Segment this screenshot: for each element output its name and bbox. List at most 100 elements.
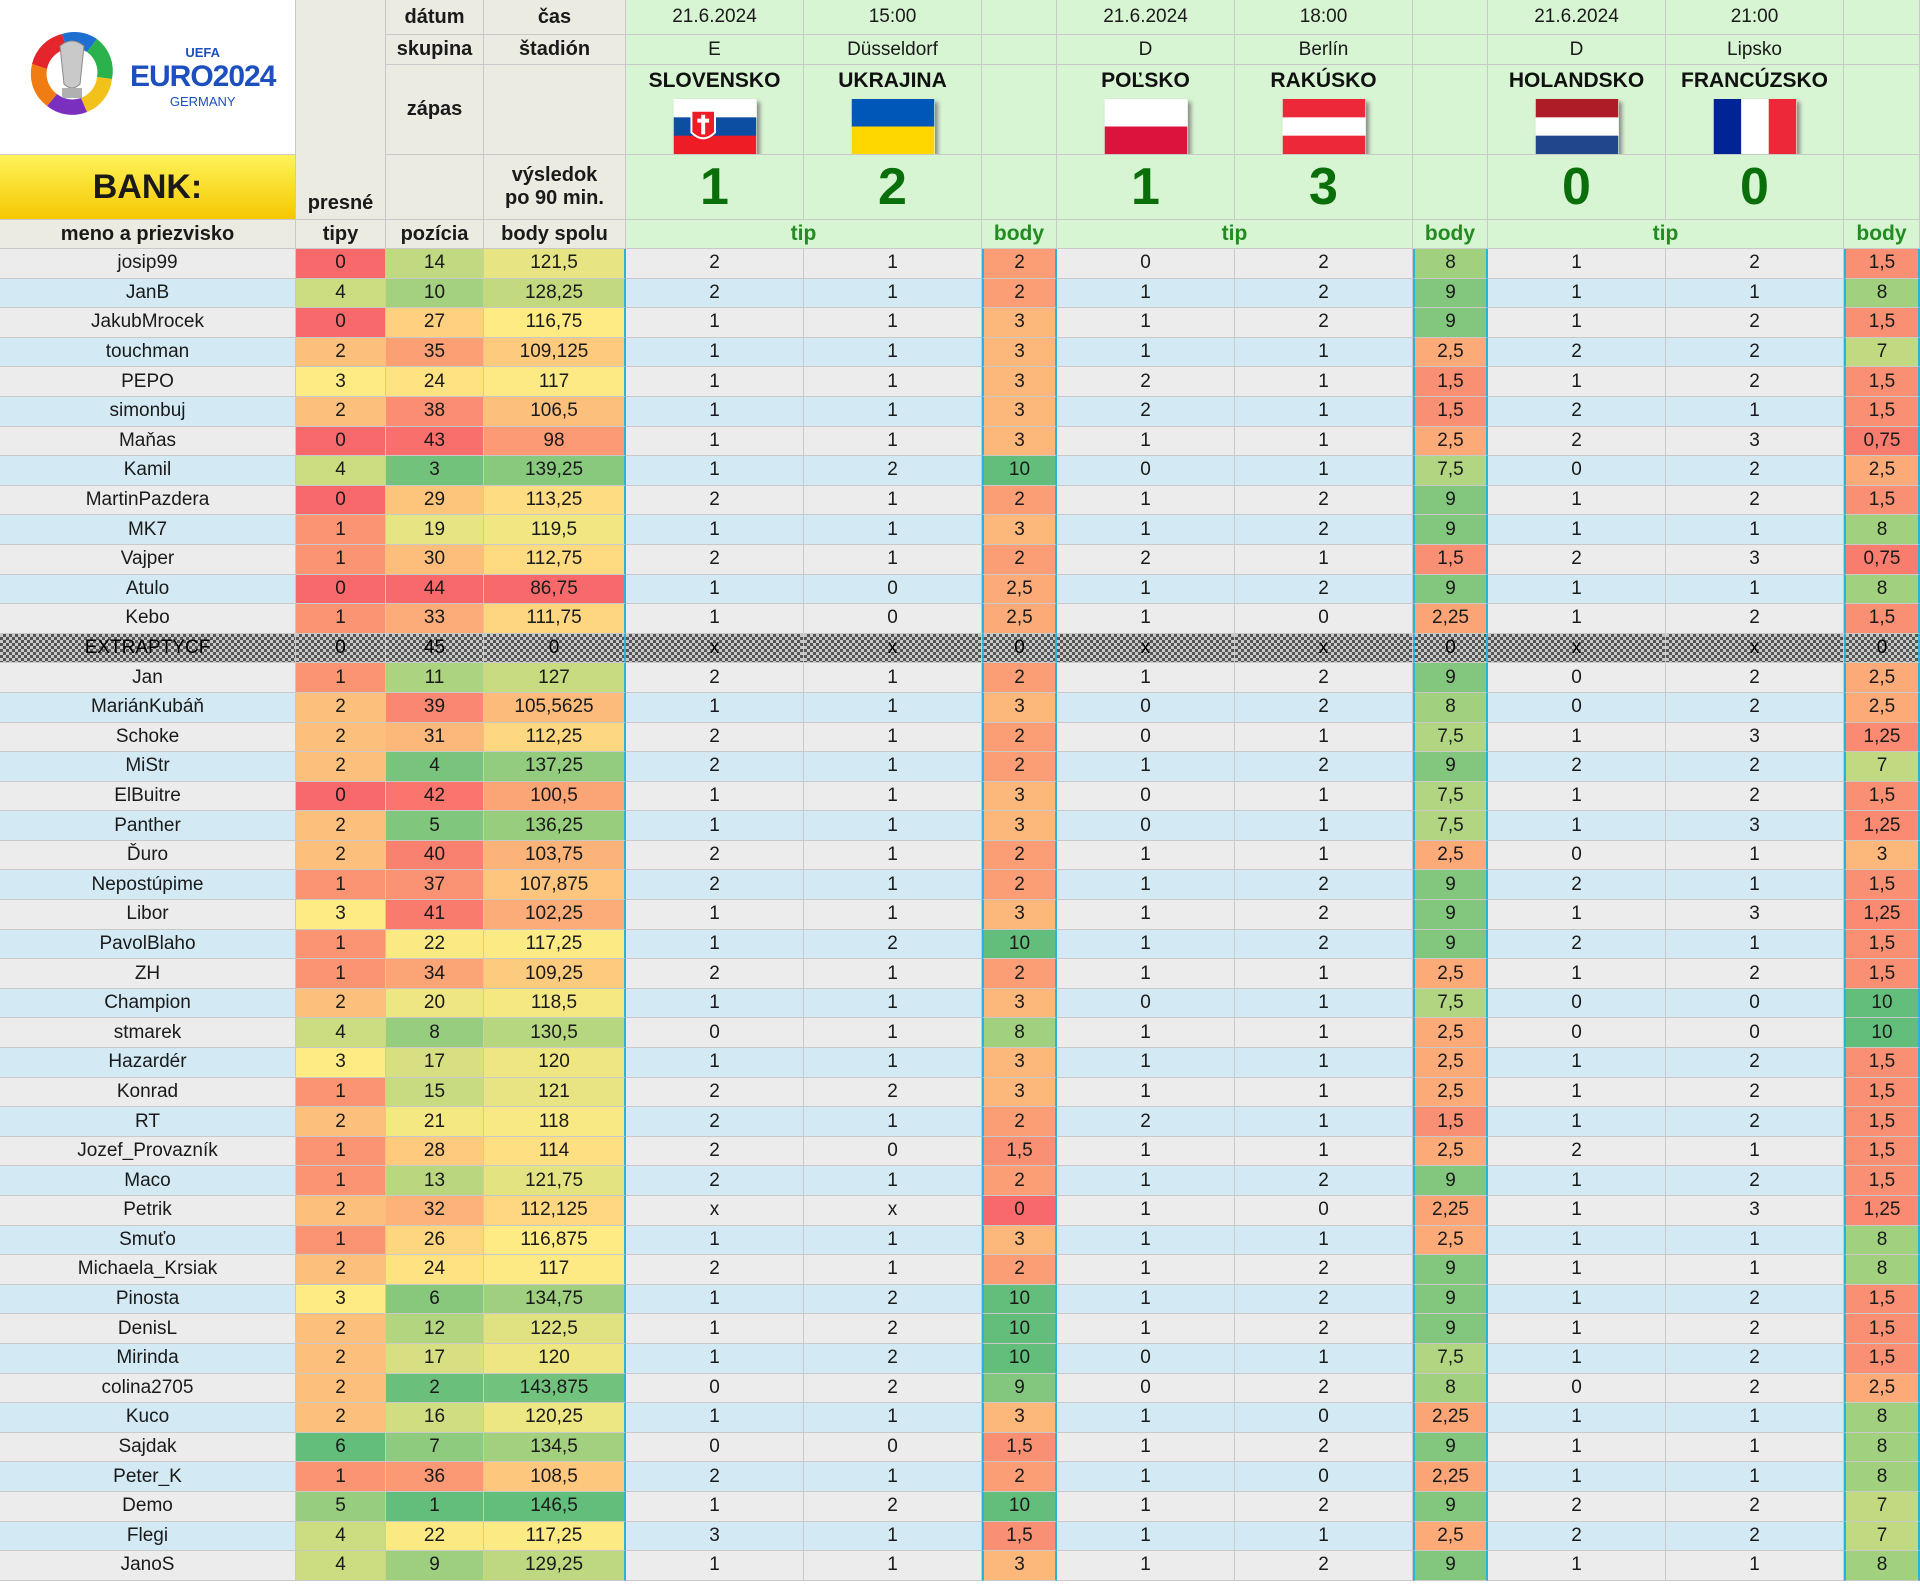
away-goals: 0	[1666, 155, 1844, 220]
tip-away: 2	[804, 1077, 982, 1108]
tip-away: 1	[1235, 1018, 1413, 1049]
tip-away: 1	[804, 249, 982, 279]
tip-away: 2	[1666, 1521, 1844, 1552]
tip-away: 1	[804, 692, 982, 723]
tip-away: 2	[1235, 929, 1413, 960]
tip-away: 1	[1235, 1077, 1413, 1108]
tip-home: 1	[626, 337, 804, 368]
match-points: 7	[1844, 1521, 1920, 1552]
total-points: 117,25	[484, 929, 626, 960]
tip-away: x	[804, 1196, 982, 1226]
participant-name: ElBuitre	[0, 781, 296, 812]
match-points: 2,5	[1844, 663, 1920, 693]
match-blank	[1413, 0, 1488, 35]
match-points: 7,5	[1413, 781, 1488, 812]
tip-home: x	[1057, 633, 1235, 664]
tip-home: 1	[1488, 1196, 1666, 1226]
match-points: 9	[1413, 1284, 1488, 1315]
tip-home: 0	[626, 1432, 804, 1463]
position: 45	[386, 633, 484, 664]
match-points: 2	[982, 840, 1057, 871]
tip-away: 1	[804, 308, 982, 338]
tip-away: 0	[1235, 1403, 1413, 1433]
match-points: 1,5	[1844, 1077, 1920, 1108]
position: 21	[386, 1107, 484, 1137]
flag-icon	[673, 99, 756, 154]
match-points: 1,5	[1844, 1314, 1920, 1344]
match-points: 0	[1413, 633, 1488, 664]
total-points: 111,75	[484, 604, 626, 634]
exact-tips-count: 2	[296, 811, 386, 841]
tip-home: 1	[1488, 1077, 1666, 1108]
total-points: 117,25	[484, 1521, 626, 1552]
tip-home: x	[626, 1196, 804, 1226]
participant-name: Schoke	[0, 722, 296, 753]
participant-name: Panther	[0, 811, 296, 841]
exact-tips-count: 3	[296, 900, 386, 930]
position: 16	[386, 1403, 484, 1433]
tip-home: 1	[626, 692, 804, 723]
exact-tips-count: 0	[296, 633, 386, 664]
meno-label: meno a priezvisko	[0, 220, 296, 249]
match-points: 2,5	[1413, 1136, 1488, 1167]
tip-away: 0	[1235, 1462, 1413, 1492]
tip-away: 0	[804, 604, 982, 634]
total-points: 121,75	[484, 1166, 626, 1196]
tip-home: 1	[1488, 1255, 1666, 1285]
tip-home: 1	[626, 604, 804, 634]
tip-home: 2	[1057, 1107, 1235, 1137]
tip-home: 1	[1057, 1432, 1235, 1463]
match-blank	[1413, 155, 1488, 220]
home-team-name: SLOVENSKO	[648, 69, 781, 92]
match-points: 10	[982, 1491, 1057, 1522]
exact-tips-count: 0	[296, 781, 386, 812]
home-team-cell: POĽSKO	[1057, 65, 1235, 155]
match-points: 1,25	[1844, 1196, 1920, 1226]
participant-name: stmarek	[0, 1018, 296, 1049]
match-points: 1,5	[1844, 396, 1920, 427]
tip-away: 2	[1666, 367, 1844, 397]
position: 30	[386, 544, 484, 575]
match-points: 9	[1413, 1314, 1488, 1344]
tip-home: 1	[1057, 337, 1235, 368]
vysledok-blank	[386, 155, 484, 220]
participant-name: Demo	[0, 1491, 296, 1522]
tip-home: 1	[1488, 811, 1666, 841]
tip-away: 1	[804, 988, 982, 1019]
participant-name: Michaela_Krsiak	[0, 1255, 296, 1285]
tip-home: 1	[626, 574, 804, 605]
presne-label: presné	[296, 0, 386, 220]
match-points: 9	[1413, 752, 1488, 782]
tip-away: 1	[1666, 1255, 1844, 1285]
match-points: 2,5	[1413, 337, 1488, 368]
tip-home: 1	[1057, 426, 1235, 457]
position: 38	[386, 396, 484, 427]
exact-tips-count: 1	[296, 929, 386, 960]
match-points: 2	[982, 959, 1057, 989]
tip-away: 1	[804, 870, 982, 901]
tip-away: 1	[804, 337, 982, 368]
match-stadium: Lipsko	[1666, 35, 1844, 65]
tip-home: 1	[1057, 1462, 1235, 1492]
tip-home: 0	[626, 1373, 804, 1404]
match-points: 2,5	[1844, 692, 1920, 723]
tip-home: 1	[1488, 249, 1666, 279]
match-points: 10	[982, 456, 1057, 486]
total-points: 121,5	[484, 249, 626, 279]
match-points: 9	[1413, 1551, 1488, 1581]
match-blank	[1413, 35, 1488, 65]
tip-home: x	[1488, 633, 1666, 664]
position: 41	[386, 900, 484, 930]
tip-home: 1	[1488, 1107, 1666, 1137]
match-points: 8	[982, 1018, 1057, 1049]
match-points: 1,5	[1844, 367, 1920, 397]
total-points: 122,5	[484, 1314, 626, 1344]
match-points: 2	[982, 752, 1057, 782]
participant-name: Champion	[0, 988, 296, 1019]
vysledok-text: výsledok	[511, 164, 598, 186]
match-points: 7	[1844, 1491, 1920, 1522]
total-points: 139,25	[484, 456, 626, 486]
match-points: 1,5	[1844, 1343, 1920, 1374]
participant-name: colina2705	[0, 1373, 296, 1404]
tip-home: 1	[626, 515, 804, 545]
